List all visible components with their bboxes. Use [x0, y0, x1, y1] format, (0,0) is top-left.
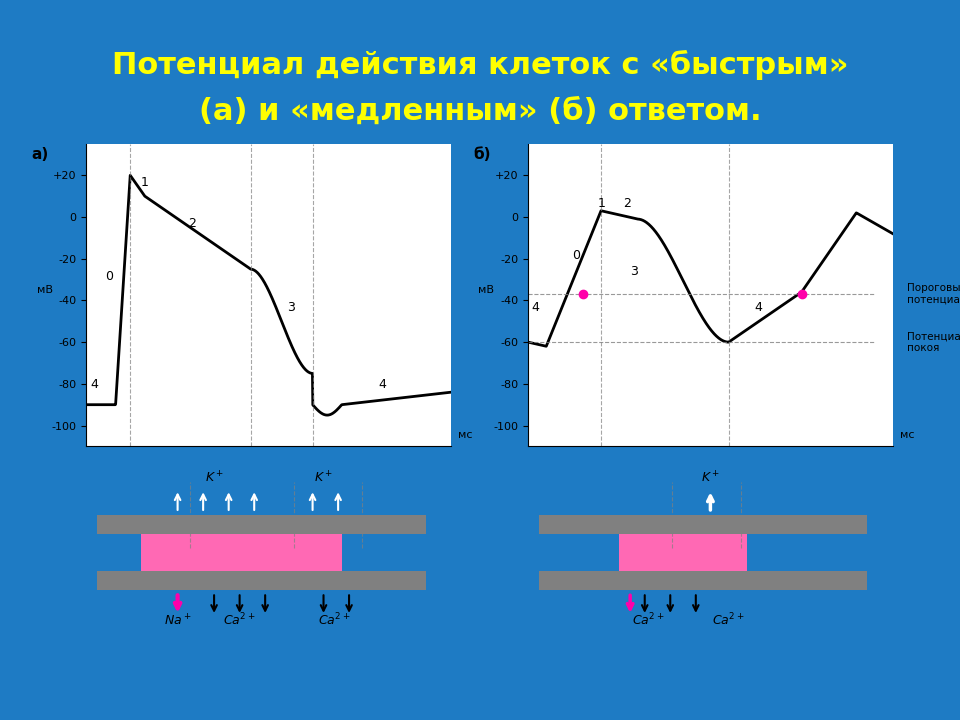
Text: 4: 4: [532, 301, 540, 314]
Bar: [97, 572, 425, 590]
Text: 4: 4: [755, 301, 762, 314]
Text: мс: мс: [459, 430, 473, 440]
Text: а): а): [32, 147, 49, 161]
Text: 2: 2: [623, 197, 631, 210]
Bar: [539, 516, 867, 534]
Text: 4: 4: [378, 378, 386, 391]
Text: 0: 0: [105, 269, 112, 282]
Bar: [539, 516, 867, 534]
Bar: [539, 572, 867, 590]
Text: 3: 3: [287, 301, 295, 314]
Text: 1: 1: [141, 176, 149, 189]
Text: $Ca^{2+}$: $Ca^{2+}$: [318, 611, 350, 628]
Text: Потенциал
покоя: Потенциал покоя: [907, 331, 960, 353]
Text: 0: 0: [572, 248, 580, 261]
Bar: [97, 572, 425, 590]
Text: $K^+$: $K^+$: [701, 470, 720, 485]
Text: 3: 3: [630, 266, 638, 279]
Text: $K^+$: $K^+$: [204, 470, 224, 485]
Text: мс: мс: [900, 430, 915, 440]
Text: Пороговый
потенциал: Пороговый потенциал: [907, 284, 960, 305]
Text: (а) и «медленным» (б) ответом.: (а) и «медленным» (б) ответом.: [199, 97, 761, 126]
Bar: [539, 572, 867, 590]
Text: 1: 1: [597, 197, 605, 210]
Text: $Ca^{2+}$: $Ca^{2+}$: [712, 611, 745, 628]
Bar: [619, 516, 747, 590]
Text: $K^+$: $K^+$: [314, 470, 333, 485]
Bar: [97, 516, 425, 534]
Text: $Ca^{2+}$: $Ca^{2+}$: [632, 611, 664, 628]
Text: Потенциал действия клеток с «быстрым»: Потенциал действия клеток с «быстрым»: [111, 50, 849, 81]
Text: $Ca^{2+}$: $Ca^{2+}$: [224, 611, 256, 628]
Y-axis label: мВ: мВ: [478, 285, 494, 295]
Bar: [97, 516, 425, 534]
Bar: [141, 516, 342, 590]
Y-axis label: мВ: мВ: [36, 285, 53, 295]
Text: б): б): [473, 147, 491, 161]
Text: 2: 2: [188, 217, 197, 230]
Text: 4: 4: [90, 378, 98, 391]
Text: $Na^+$: $Na^+$: [164, 613, 191, 628]
